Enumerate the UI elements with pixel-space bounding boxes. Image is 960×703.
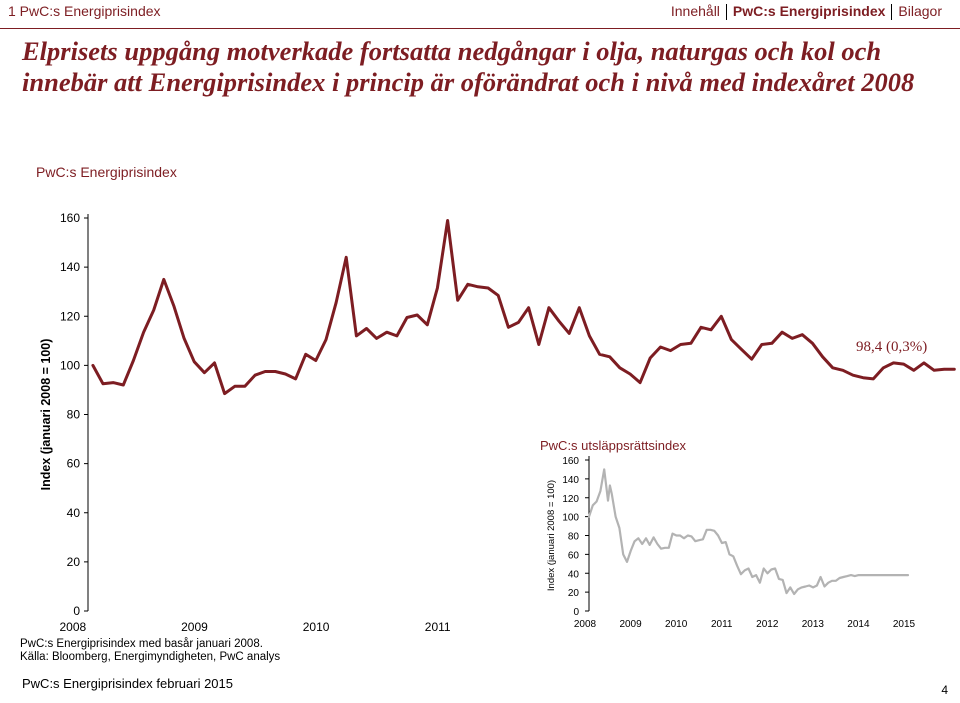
chart-notes: PwC:s Energiprisindex med basår januari … xyxy=(20,638,280,664)
inset-y-tick-label: 20 xyxy=(568,588,580,599)
inset-x-tick-label: 2012 xyxy=(756,619,779,630)
nav-link-bilagor[interactable]: Bilagor xyxy=(898,3,942,19)
main-y-tick-label: 20 xyxy=(67,555,81,569)
nav-link-innehall[interactable]: Innehåll xyxy=(670,3,720,19)
inset-y-axis-title: Index (januari 2008 = 100) xyxy=(546,480,557,591)
main-x-tick-label: 2010 xyxy=(303,620,330,634)
breadcrumb[interactable]: 1 PwC:s Energiprisindex xyxy=(8,3,161,19)
note-base-year: PwC:s Energiprisindex med basår januari … xyxy=(20,638,263,650)
inset-chart-title: PwC:s utsläppsrättsindex xyxy=(540,438,686,453)
main-y-tick-label: 0 xyxy=(73,604,80,618)
note-source: Källa: Bloomberg, Energimyndigheten, PwC… xyxy=(20,651,281,663)
inset-x-tick-label: 2008 xyxy=(574,619,597,630)
inset-y-tick-label: 100 xyxy=(562,513,579,524)
main-series-line xyxy=(91,219,956,396)
top-navigation-bar: 1 PwC:s Energiprisindex Innehåll PwC:s E… xyxy=(0,0,960,22)
footer-label: PwC:s Energiprisindex februari 2015 xyxy=(22,676,233,691)
header-rule xyxy=(0,28,960,29)
main-x-tick-label: 2009 xyxy=(181,620,208,634)
inset-x-tick-label: 2009 xyxy=(619,619,642,630)
inset-x-tick-label: 2015 xyxy=(893,619,916,630)
main-last-value-annotation: 98,4 (0,3%) xyxy=(856,339,927,355)
inset-x-tick-label: 2011 xyxy=(711,619,733,630)
nav-link-energiprisindex[interactable]: PwC:s Energiprisindex xyxy=(732,3,886,19)
inset-y-tick-label: 40 xyxy=(568,569,580,580)
main-y-tick-label: 100 xyxy=(60,358,80,372)
main-y-axis-title: Index (januari 2008 = 100) xyxy=(39,339,53,491)
main-y-tick-label: 140 xyxy=(60,260,80,274)
main-chart: 0 20 40 60 80 100 120 140 160 2008 2009 2010 2011 Ind… xyxy=(39,211,956,634)
inset-x-tick-label: 2014 xyxy=(847,619,870,630)
inset-x-tick-label: 2013 xyxy=(802,619,825,630)
main-x-tick-label: 2008 xyxy=(60,620,87,634)
main-y-tick-label: 80 xyxy=(67,408,81,422)
main-y-tick-label: 40 xyxy=(67,506,81,520)
nav-divider xyxy=(891,4,893,20)
inset-series-line xyxy=(587,468,910,596)
main-x-tick-label: 2011 xyxy=(425,620,451,634)
inset-y-tick-label: 160 xyxy=(562,456,579,467)
inset-chart: PwC:s utsläppsrättsindex 0 20 40 60 80 100 120 1… xyxy=(540,438,916,630)
inset-y-tick-label: 140 xyxy=(562,475,579,486)
inset-y-tick-label: 0 xyxy=(573,607,579,618)
inset-y-tick-label: 80 xyxy=(568,532,580,543)
nav-divider xyxy=(725,4,727,20)
inset-y-tick-label: 120 xyxy=(562,494,579,505)
section-nav: Innehåll PwC:s Energiprisindex Bilagor xyxy=(665,3,948,20)
main-chart-title: PwC:s Energiprisindex xyxy=(36,164,177,180)
main-y-tick-label: 160 xyxy=(60,211,80,225)
page-headline: Elprisets uppgång motverkade fortsatta n… xyxy=(22,36,915,97)
inset-y-tick-label: 60 xyxy=(568,550,580,561)
main-y-tick-label: 60 xyxy=(67,457,81,471)
page-number: 4 xyxy=(941,683,948,697)
inset-x-tick-label: 2010 xyxy=(665,619,688,630)
main-y-tick-label: 120 xyxy=(60,309,80,323)
